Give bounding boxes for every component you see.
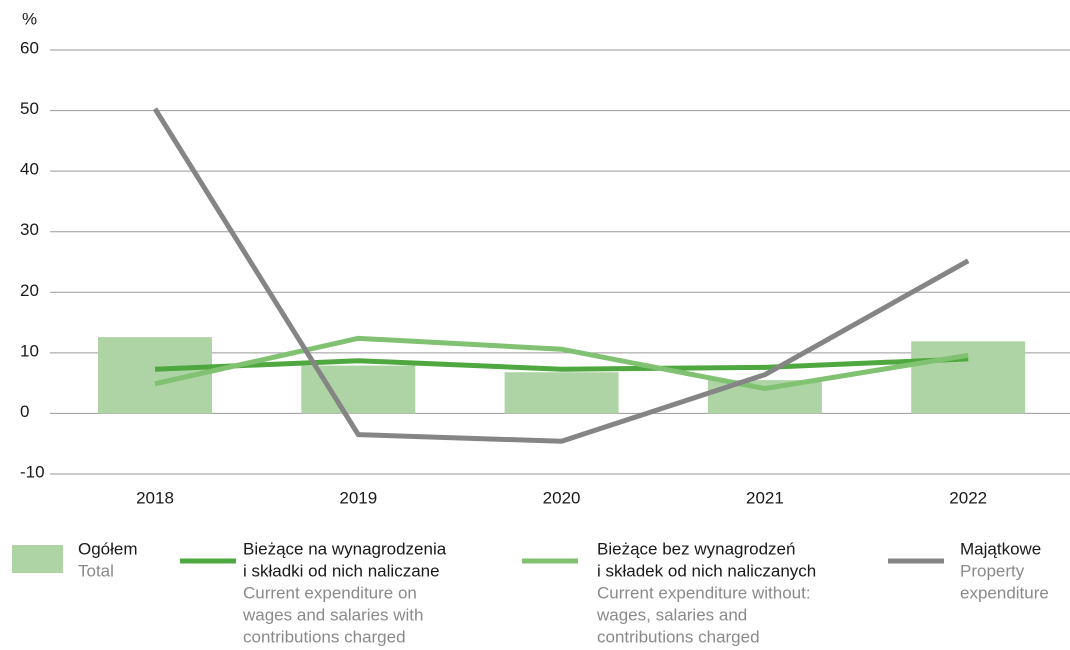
legend-swatch xyxy=(12,545,63,573)
x-tick-label: 2020 xyxy=(543,488,581,507)
legend-label: i składek od nich naliczanych xyxy=(597,561,816,580)
x-tick-label: 2019 xyxy=(339,488,377,507)
legend-label: Ogółem xyxy=(78,539,138,558)
y-tick-label: -10 xyxy=(20,462,45,481)
legend-sublabel: contributions charged xyxy=(597,627,760,646)
y-tick-label: 60 xyxy=(20,38,39,57)
legend-sublabel: contributions charged xyxy=(243,627,406,646)
y-tick-label: 30 xyxy=(20,220,39,239)
y-tick-label: 50 xyxy=(20,99,39,118)
y-tick-label: 20 xyxy=(20,281,39,300)
line xyxy=(154,335,969,392)
legend-sublabel: wages, salaries and xyxy=(596,605,747,624)
line xyxy=(154,356,969,372)
y-tick-label: 0 xyxy=(20,402,29,421)
y-unit: % xyxy=(22,9,37,28)
legend-sublabel: Current expenditure on xyxy=(243,583,417,602)
x-tick-label: 2021 xyxy=(746,488,784,507)
bar xyxy=(504,372,619,414)
legend-sublabel: wages and salaries with xyxy=(242,605,423,624)
legend-label: Bieżące na wynagrodzenia xyxy=(243,539,447,558)
legend-sublabel: Property xyxy=(960,561,1025,580)
x-tick-label: 2022 xyxy=(949,488,987,507)
legend-label: i składki od nich naliczane xyxy=(243,561,440,580)
legend-sublabel: expenditure xyxy=(960,583,1049,602)
y-tick-label: 40 xyxy=(20,160,39,179)
bar xyxy=(911,341,1026,414)
line xyxy=(152,107,970,444)
legend-sublabel: Total xyxy=(78,561,114,580)
x-tick-label: 2018 xyxy=(136,488,174,507)
legend-label: Bieżące bez wynagrodzeń xyxy=(597,539,795,558)
legend-label: Majątkowe xyxy=(960,539,1041,558)
legend-sublabel: Current expenditure without: xyxy=(597,583,811,602)
y-tick-label: 10 xyxy=(20,341,39,360)
